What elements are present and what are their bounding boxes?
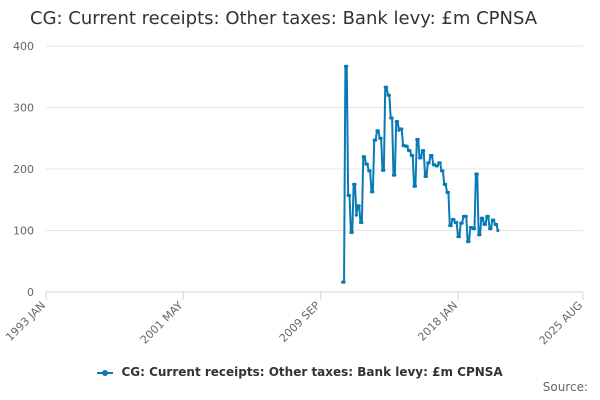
data-point[interactable]	[374, 138, 378, 142]
data-point[interactable]	[486, 214, 490, 218]
data-point[interactable]	[446, 190, 451, 194]
data-point[interactable]	[438, 161, 442, 165]
data-point[interactable]	[489, 227, 493, 231]
x-tick-label: 2018 JAN	[415, 299, 460, 344]
data-point[interactable]	[427, 161, 431, 165]
data-point[interactable]	[449, 223, 453, 228]
data-point[interactable]	[385, 85, 389, 89]
data-point[interactable]	[441, 169, 445, 173]
data-point[interactable]	[360, 220, 364, 225]
data-point[interactable]	[457, 235, 461, 239]
gridlines	[46, 45, 583, 293]
data-point[interactable]	[400, 127, 404, 131]
data-point[interactable]	[435, 164, 440, 168]
chart-title: CG: Current receipts: Other taxes: Bank …	[30, 8, 538, 29]
y-tick-label: 100	[13, 225, 34, 238]
data-point[interactable]	[483, 222, 488, 226]
data-point[interactable]	[464, 214, 468, 218]
data-point[interactable]	[363, 155, 367, 159]
legend[interactable]: CG: Current receipts: Other taxes: Bank …	[0, 365, 600, 379]
series-layer	[341, 64, 500, 284]
x-tick-label: 2009 SEP	[277, 299, 323, 345]
data-point[interactable]	[411, 153, 415, 158]
data-point[interactable]	[455, 220, 459, 225]
x-tick-label: 1993 JAN	[3, 299, 48, 344]
y-tick-label: 300	[13, 102, 34, 115]
data-point[interactable]	[376, 129, 380, 133]
data-point[interactable]	[387, 93, 391, 97]
data-point[interactable]	[357, 204, 361, 208]
axes: 0 100 200 300 400 1993 JAN 2001 MAY 2009 SEP 201…	[3, 40, 585, 347]
data-point[interactable]	[354, 213, 358, 217]
data-point[interactable]	[379, 136, 383, 140]
data-point[interactable]	[419, 156, 423, 160]
source-label: Source:	[542, 380, 588, 394]
data-point[interactable]	[350, 230, 354, 234]
data-point[interactable]	[492, 218, 496, 222]
legend-label: CG: Current receipts: Other taxes: Bank …	[121, 365, 503, 379]
data-point[interactable]	[390, 116, 394, 120]
data-point[interactable]	[478, 233, 482, 237]
data-point[interactable]	[353, 182, 357, 186]
y-tick-label: 400	[13, 40, 34, 53]
data-point[interactable]	[475, 172, 479, 176]
data-point[interactable]	[467, 239, 471, 244]
data-point[interactable]	[460, 221, 464, 225]
data-point[interactable]	[405, 144, 409, 148]
data-point[interactable]	[416, 137, 420, 142]
data-point[interactable]	[452, 217, 456, 222]
data-point[interactable]	[494, 222, 499, 226]
data-point[interactable]	[347, 193, 352, 198]
data-point[interactable]	[496, 228, 500, 233]
data-point[interactable]	[472, 227, 477, 231]
data-point[interactable]	[342, 280, 346, 284]
data-point[interactable]	[365, 162, 369, 166]
data-point[interactable]	[408, 148, 412, 153]
data-point[interactable]	[371, 190, 375, 194]
data-point[interactable]	[413, 184, 418, 188]
y-tick-label: 200	[13, 163, 34, 176]
x-tick-label: 2001 MAY	[138, 299, 186, 347]
data-point[interactable]	[481, 216, 485, 220]
data-point[interactable]	[345, 64, 349, 68]
data-point[interactable]	[422, 148, 426, 153]
legend-swatch-icon	[97, 368, 114, 378]
data-point[interactable]	[393, 173, 397, 177]
y-tick-label: 0	[27, 286, 34, 299]
data-point[interactable]	[424, 174, 429, 178]
data-point[interactable]	[444, 182, 448, 186]
data-point[interactable]	[368, 169, 372, 173]
data-point[interactable]	[382, 168, 386, 172]
data-point[interactable]	[395, 120, 400, 124]
data-point[interactable]	[430, 153, 434, 158]
x-tick-label: 2025 AUG	[537, 299, 586, 348]
